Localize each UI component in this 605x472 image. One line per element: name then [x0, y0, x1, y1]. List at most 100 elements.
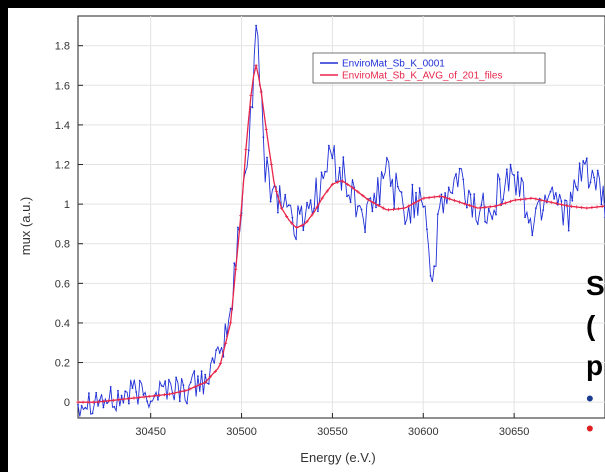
series-1-point [327, 144, 330, 147]
series-2-point [91, 400, 95, 404]
series-2-point [203, 380, 207, 384]
series-2-point [239, 214, 243, 218]
series-2-point [407, 204, 411, 208]
series-1-point [91, 412, 94, 415]
series-1-point [317, 210, 319, 213]
series-2-point [442, 195, 446, 199]
series-1-point [582, 160, 585, 162]
series-1-point [313, 207, 316, 210]
series-2-point [142, 395, 146, 399]
series-1-point [95, 391, 98, 394]
series-1-point [458, 167, 461, 170]
series-2-point [101, 399, 105, 403]
x-tick-label: 30550 [317, 426, 348, 438]
x-tick-label: 30500 [226, 426, 257, 438]
series-1-point [168, 379, 170, 381]
series-1-point [553, 197, 555, 200]
series-1-point [182, 384, 185, 387]
series-2-point [356, 190, 360, 194]
series-1-point [396, 185, 399, 188]
series-2-point [335, 180, 340, 184]
series-1-point [157, 398, 159, 401]
series-2-point [188, 387, 192, 391]
series-1-point [476, 223, 479, 225]
series-1-point [215, 349, 218, 352]
series-1-point [106, 402, 108, 405]
series-2-point [229, 321, 233, 325]
series-2-point [76, 400, 80, 404]
series-1-point [542, 209, 545, 212]
series-1-point [578, 162, 581, 165]
series-2-point [447, 197, 451, 201]
series-2-point [300, 223, 304, 227]
series-2-point [468, 203, 472, 208]
series-2-point [391, 207, 396, 211]
series-2-point [310, 213, 314, 217]
series-1-point [113, 405, 116, 408]
series-2-point [529, 196, 533, 200]
series-2-point [488, 205, 492, 209]
series-1-point [567, 229, 570, 232]
series-2-point [117, 398, 121, 402]
series-2-point [122, 397, 126, 401]
series-2-point [554, 201, 558, 205]
series-2-point [264, 127, 268, 132]
series-1-point [386, 157, 388, 159]
series-2-point [564, 204, 569, 208]
series-2-point [376, 203, 380, 207]
series-1-point [360, 208, 363, 211]
series-1-point [160, 384, 163, 387]
series-2-point [524, 197, 528, 201]
series-1-point [80, 405, 83, 407]
x-tick-label: 30650 [499, 426, 530, 438]
series-1-point [357, 205, 359, 208]
series-1-point [149, 400, 152, 403]
series-1-point [324, 170, 326, 173]
y-tick-label: 1.6 [55, 80, 70, 92]
series-1-point [535, 207, 537, 210]
series-line-1 [77, 25, 605, 417]
series-1-point [331, 157, 334, 160]
series-1-point [295, 238, 297, 240]
series-2-point [539, 198, 543, 202]
series-1-point [117, 389, 119, 392]
series-2-point [234, 267, 238, 271]
series-1-point [440, 193, 443, 196]
x-axis-label: Energy (e.V.) [300, 450, 375, 465]
series-2-point [132, 396, 136, 400]
series-1-point [484, 220, 486, 223]
series-1-point [487, 207, 490, 210]
series-2-point [173, 391, 177, 395]
series-2-point [585, 206, 589, 210]
series-2-point [366, 198, 370, 202]
legend-box [312, 52, 546, 84]
series-1-point [204, 373, 207, 376]
series-2-point [580, 205, 584, 210]
series-2-point [570, 204, 574, 208]
series-1-point [237, 226, 239, 229]
series-2-point [600, 204, 604, 208]
series-1-point [469, 193, 472, 196]
series-2-point [127, 397, 131, 401]
bullet-icon-blue: • [586, 386, 594, 411]
series-2-point [224, 341, 228, 345]
overlay-text-line-2: ( [586, 310, 596, 341]
series-1-point [146, 400, 149, 402]
series-2-point [279, 206, 284, 210]
series-2-point [198, 383, 202, 387]
series-2-point [371, 200, 375, 205]
series-1-point [527, 221, 530, 224]
y-tick-label: 0.4 [55, 318, 70, 330]
y-tick-label: 0.6 [55, 278, 70, 290]
series-2-point [590, 205, 594, 210]
series-1-point [84, 406, 87, 409]
series-2-point [152, 394, 156, 398]
series-1-point [462, 178, 465, 181]
series-2-point [437, 194, 441, 198]
series-1-point [404, 223, 406, 225]
series-2-point [162, 393, 167, 397]
series-2-point [330, 182, 334, 186]
grid-lines [78, 16, 605, 418]
series-1-point [277, 211, 279, 214]
series-2-point [498, 203, 502, 207]
